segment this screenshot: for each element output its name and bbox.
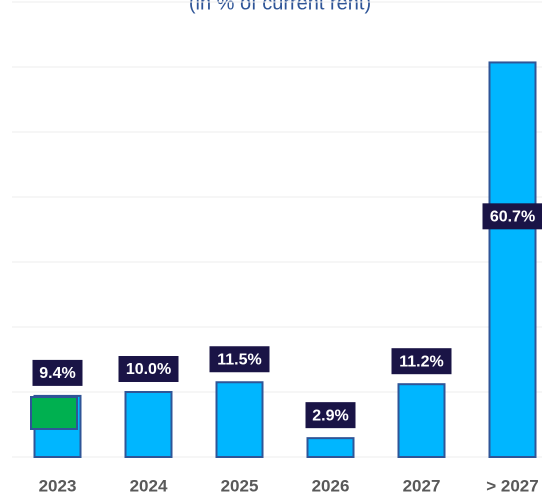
bars	[33, 61, 537, 459]
value-label-box	[305, 402, 356, 429]
x-tick-label: 2024	[130, 476, 168, 495]
x-tick-label: 2027	[403, 476, 441, 495]
value-label: 9.4%	[39, 365, 75, 382]
labels: 2023 9.4% 2024 10.0% 2025 11.5% 2026 2.9% 2027 11…	[32, 203, 542, 495]
highlight-box	[30, 396, 78, 430]
value-label: 11.2%	[399, 353, 443, 370]
chart-subtitle: (in % of current rent)	[189, 0, 371, 14]
grid	[12, 1, 542, 458]
x-tick-label: 2023	[39, 476, 77, 495]
value-label-box	[391, 348, 452, 375]
bar	[124, 391, 173, 458]
bar	[488, 61, 537, 458]
value-label-box	[118, 356, 179, 382]
value-label-box	[32, 359, 83, 386]
x-tick-label: 2025	[221, 476, 259, 495]
x-tick-label: 2026	[312, 476, 350, 495]
value-label-box	[482, 203, 542, 230]
x-tick-label: > 2027	[486, 476, 538, 495]
value-label-box	[209, 346, 270, 373]
value-label: 10.0%	[126, 361, 171, 378]
value-label: 11.5%	[217, 351, 261, 368]
value-label: 60.7%	[490, 209, 535, 226]
bar	[215, 381, 264, 458]
value-label: 2.9%	[312, 407, 348, 424]
bar	[397, 383, 446, 459]
bar	[306, 437, 355, 458]
